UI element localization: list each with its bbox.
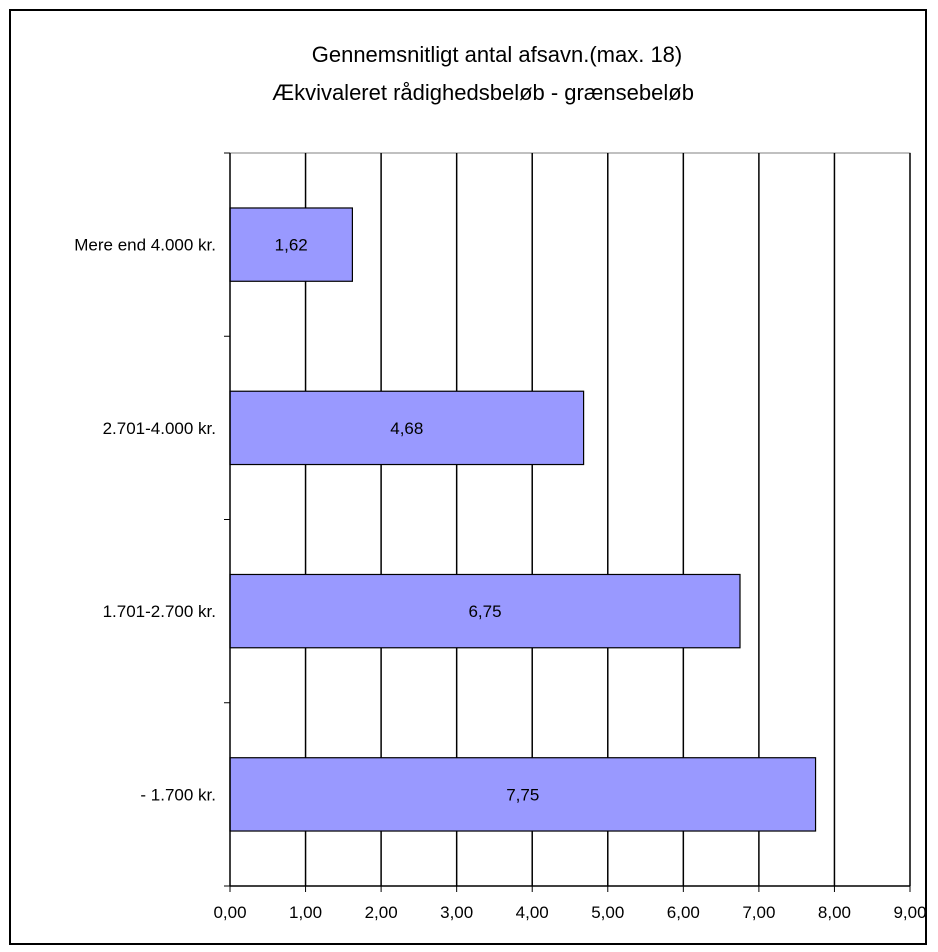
x-tick-label: 9,00: [893, 903, 926, 922]
category-label: - 1.700 kr.: [140, 785, 216, 804]
bar: [229, 390, 585, 466]
category-label: Mere end 4.000 kr.: [74, 236, 216, 255]
axes-group: 0,00 1,00 2,00 3,00 4,00 5,00 6,00 7,00 8,00 9,00…: [74, 152, 927, 922]
x-tick-label: 8,00: [818, 903, 851, 922]
chart-title: Gennemsnitligt antal afsavn.(max. 18): [312, 42, 683, 67]
bar: [229, 207, 354, 282]
category-label: 1.701-2.700 kr.: [103, 602, 216, 621]
bar-value-label: 4,68: [390, 419, 423, 438]
x-tick-label: 0,00: [213, 903, 246, 922]
x-tick-label: 6,00: [667, 903, 700, 922]
chart-subtitle: Ækvivaleret rådighedsbeløb - grænsebeløb: [272, 80, 694, 105]
x-tick-label: 2,00: [365, 903, 398, 922]
x-tick-label: 4,00: [516, 903, 549, 922]
x-tick-label: 3,00: [440, 903, 473, 922]
bar: [229, 757, 817, 832]
category-label: 2.701-4.000 kr.: [103, 419, 216, 438]
x-tick-label: 7,00: [742, 903, 775, 922]
x-tick-label: 1,00: [289, 903, 322, 922]
bar: [229, 573, 741, 649]
bar-value-label: 6,75: [468, 602, 501, 621]
bar-value-label: 1,62: [275, 236, 308, 255]
bars-group: 1,62 4,68 6,75 7,75: [229, 207, 817, 832]
x-tick-label: 5,00: [591, 903, 624, 922]
bar-value-label: 7,75: [506, 785, 539, 804]
